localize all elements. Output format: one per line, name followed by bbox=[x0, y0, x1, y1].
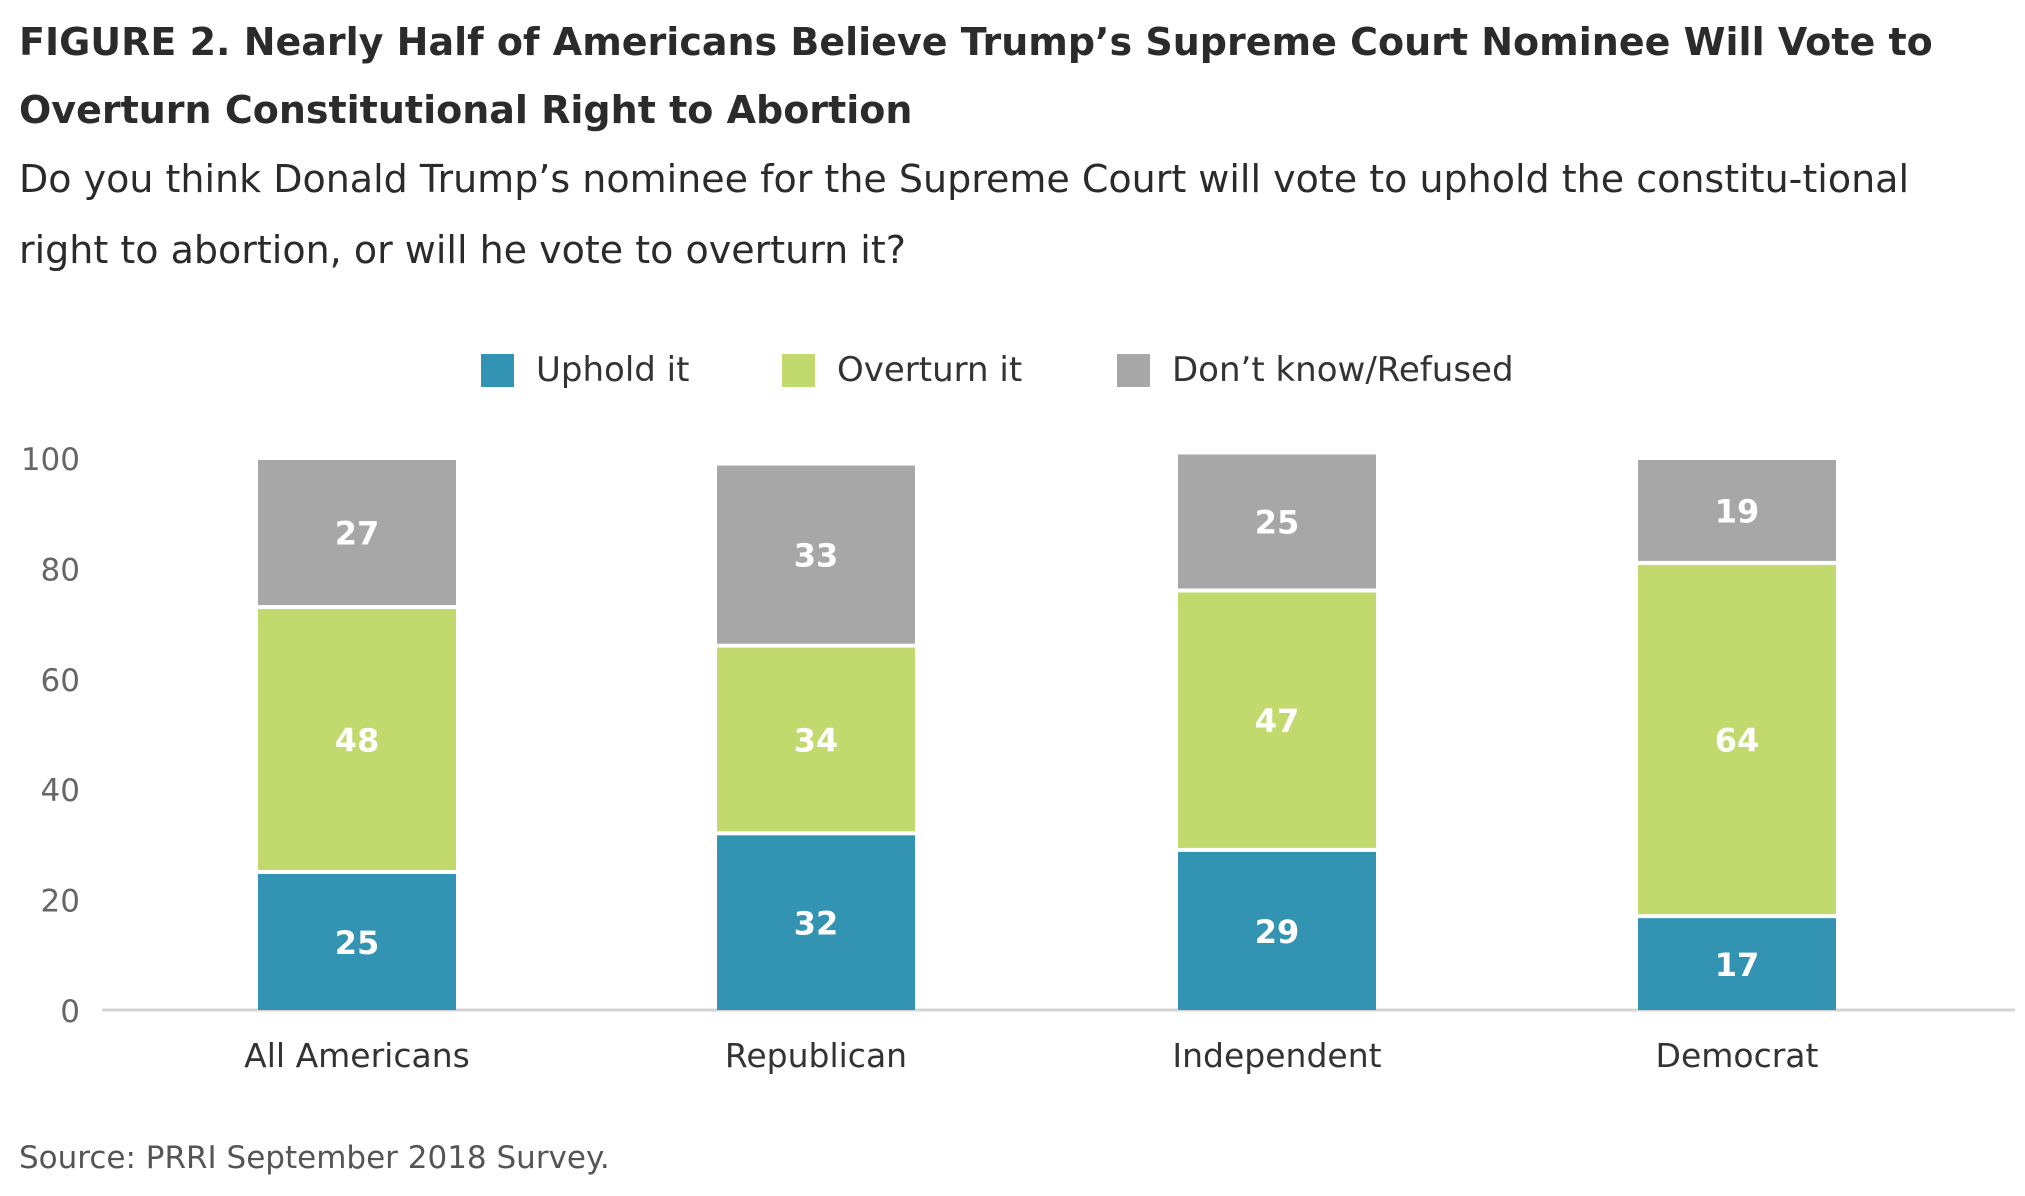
chart-title: FIGURE 2. Nearly Half of Americans Belie… bbox=[19, 20, 1933, 132]
y-tick-label: 40 bbox=[41, 773, 80, 809]
stacked-bar-chart: 0 20 40 60 80 100 25 48 27 All Americans 32 34 33 Rep… bbox=[21, 442, 2015, 1075]
data-label-uphold: 25 bbox=[335, 924, 380, 962]
bar-uphold bbox=[717, 835, 915, 1010]
data-label-overturn: 48 bbox=[335, 722, 380, 760]
legend-label-dont-know: Don’t know/Refused bbox=[1172, 350, 1514, 390]
x-tick-label: Democrat bbox=[1656, 1036, 1819, 1075]
data-label-uphold: 32 bbox=[794, 905, 839, 943]
bar-dont-know bbox=[717, 465, 915, 644]
data-label-overturn: 34 bbox=[794, 722, 839, 760]
x-tick-label: Republican bbox=[725, 1036, 907, 1075]
data-label-dont-know: 19 bbox=[1715, 492, 1760, 530]
y-tick-label: 60 bbox=[41, 663, 80, 699]
y-tick-label: 0 bbox=[60, 994, 80, 1030]
legend-label-overturn: Overturn it bbox=[837, 350, 1023, 390]
legend-item-dont-know: Don’t know/Refused bbox=[1117, 340, 1514, 400]
y-tick-label: 100 bbox=[21, 442, 80, 478]
legend-swatch-dont-know bbox=[1117, 353, 1150, 387]
data-label-uphold: 17 bbox=[1715, 946, 1760, 984]
bar-overturn bbox=[1638, 564, 1836, 915]
x-tick-label: Independent bbox=[1172, 1036, 1381, 1075]
bar-dont-know bbox=[1178, 454, 1376, 589]
bar-dont-know bbox=[1638, 460, 1836, 561]
bar-uphold bbox=[1638, 918, 1836, 1010]
legend-item-overturn: Overturn it bbox=[782, 340, 1022, 400]
data-label-dont-know: 33 bbox=[794, 537, 839, 575]
bar-overturn bbox=[1178, 592, 1376, 848]
legend-label-uphold: Uphold it bbox=[536, 350, 690, 390]
bar-overturn bbox=[717, 647, 915, 832]
data-label-uphold: 29 bbox=[1255, 913, 1300, 951]
x-tick-label: All Americans bbox=[244, 1036, 470, 1075]
bar-uphold bbox=[1178, 851, 1376, 1010]
bar-dont-know bbox=[258, 460, 456, 606]
source-note: Source: PRRI September 2018 Survey. bbox=[19, 1140, 610, 1176]
legend-item-uphold: Uphold it bbox=[481, 340, 689, 400]
legend-swatch-uphold bbox=[481, 353, 514, 387]
bar-overturn bbox=[258, 609, 456, 870]
data-label-overturn: 47 bbox=[1255, 702, 1300, 740]
data-label-dont-know: 27 bbox=[335, 515, 380, 553]
chart-legend: Uphold it Overturn it Don’t know/Refused bbox=[0, 340, 2025, 400]
chart-subtitle: Do you think Donald Trump’s nominee for … bbox=[19, 157, 1909, 272]
data-label-dont-know: 25 bbox=[1255, 503, 1300, 541]
y-tick-label: 80 bbox=[41, 552, 80, 588]
data-label-overturn: 64 bbox=[1715, 722, 1760, 760]
legend-swatch-overturn bbox=[782, 353, 815, 387]
y-tick-label: 20 bbox=[41, 884, 80, 920]
bar-uphold bbox=[258, 874, 456, 1010]
